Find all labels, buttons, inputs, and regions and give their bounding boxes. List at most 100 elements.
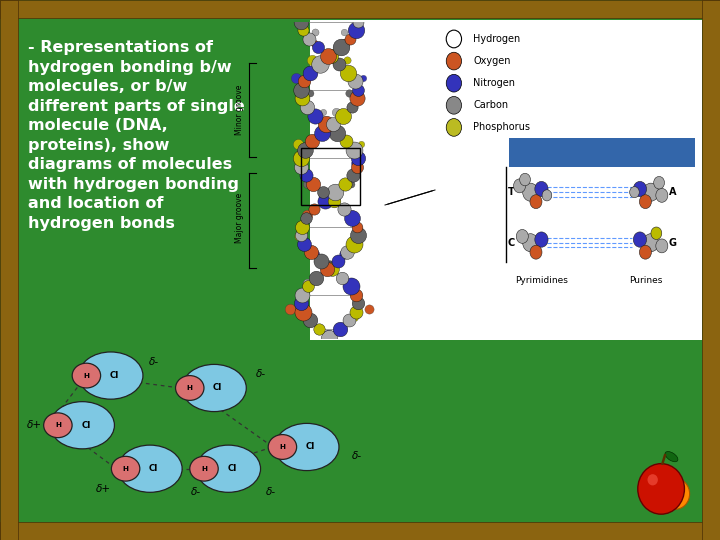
Point xyxy=(295,231,307,239)
Point xyxy=(352,299,364,308)
Text: Minor groove: Minor groove xyxy=(235,85,243,135)
Point xyxy=(318,108,329,117)
Text: Phosphorus: Phosphorus xyxy=(473,123,530,132)
Point xyxy=(295,17,307,26)
Point xyxy=(324,333,336,342)
Point xyxy=(297,291,308,299)
Ellipse shape xyxy=(665,451,678,462)
Bar xyxy=(0,0,18,540)
Point xyxy=(324,333,336,342)
Ellipse shape xyxy=(274,423,339,470)
Point xyxy=(295,299,307,308)
Point xyxy=(293,232,305,240)
Point xyxy=(325,126,337,135)
Point xyxy=(302,180,313,188)
Point xyxy=(338,111,349,120)
Text: C: C xyxy=(508,238,515,248)
Point xyxy=(307,39,319,48)
Text: H: H xyxy=(122,465,129,472)
Point xyxy=(296,222,307,231)
Point xyxy=(332,256,343,265)
Point xyxy=(316,129,328,137)
Circle shape xyxy=(446,119,462,136)
Point xyxy=(306,55,318,64)
Circle shape xyxy=(530,245,542,259)
Circle shape xyxy=(542,190,552,201)
Circle shape xyxy=(647,474,658,485)
Circle shape xyxy=(523,183,539,201)
Text: δ-: δ- xyxy=(192,487,202,497)
Circle shape xyxy=(535,181,548,197)
Point xyxy=(352,17,364,26)
Text: Cl: Cl xyxy=(306,442,315,451)
Point xyxy=(338,249,349,258)
Circle shape xyxy=(639,195,652,208)
Point xyxy=(300,145,311,154)
Point xyxy=(284,305,296,314)
Point xyxy=(307,137,318,145)
Text: δ-: δ- xyxy=(148,356,158,367)
Bar xyxy=(0,0,720,18)
Point xyxy=(300,214,312,222)
Bar xyxy=(702,0,720,540)
Point xyxy=(302,279,313,287)
Text: δ+: δ+ xyxy=(27,420,42,430)
Point xyxy=(363,305,374,314)
Point xyxy=(305,248,317,256)
Point xyxy=(328,120,339,129)
Point xyxy=(348,145,359,154)
Circle shape xyxy=(643,234,659,252)
Point xyxy=(352,85,364,94)
Point xyxy=(356,140,367,149)
Circle shape xyxy=(656,188,668,202)
Circle shape xyxy=(176,376,204,400)
Point xyxy=(305,69,316,77)
Point xyxy=(344,35,356,43)
Point xyxy=(322,126,333,135)
Point xyxy=(298,77,310,86)
Text: Hydrogen: Hydrogen xyxy=(473,34,521,44)
Circle shape xyxy=(523,234,539,252)
Point xyxy=(351,26,362,35)
Text: Cl: Cl xyxy=(149,464,158,473)
Point xyxy=(318,188,329,197)
Circle shape xyxy=(530,195,542,208)
Point xyxy=(351,222,363,231)
Circle shape xyxy=(446,97,462,114)
Point xyxy=(292,140,303,149)
Point xyxy=(325,261,336,269)
Circle shape xyxy=(651,227,662,240)
Circle shape xyxy=(446,30,462,48)
Text: Carbon: Carbon xyxy=(473,100,508,110)
Point xyxy=(300,312,311,321)
Point xyxy=(295,163,307,171)
Point xyxy=(295,154,307,163)
Point xyxy=(297,26,308,35)
Point xyxy=(323,51,334,60)
Point xyxy=(343,316,355,325)
Ellipse shape xyxy=(118,445,182,492)
Circle shape xyxy=(516,230,528,244)
Bar xyxy=(0,522,720,540)
Point xyxy=(330,191,342,200)
Point xyxy=(331,129,343,137)
Point xyxy=(305,89,316,97)
Point xyxy=(299,239,310,248)
Circle shape xyxy=(513,179,526,193)
Point xyxy=(290,73,302,82)
Point xyxy=(314,60,325,69)
Bar xyxy=(380,340,702,522)
Point xyxy=(346,103,358,111)
Circle shape xyxy=(654,177,665,189)
Point xyxy=(317,191,328,200)
Text: H: H xyxy=(201,465,207,472)
Point xyxy=(340,179,351,188)
Bar xyxy=(301,148,360,205)
Text: H: H xyxy=(84,373,89,379)
Point xyxy=(300,171,311,180)
Point xyxy=(330,188,341,197)
Point xyxy=(336,273,348,282)
Point xyxy=(343,69,354,77)
Circle shape xyxy=(446,52,462,70)
Point xyxy=(330,108,341,117)
